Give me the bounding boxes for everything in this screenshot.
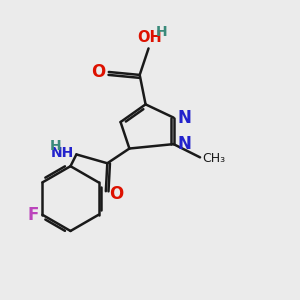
Text: N: N [177,135,191,153]
Text: N: N [177,109,191,127]
Text: O: O [109,185,123,203]
Text: CH₃: CH₃ [202,152,226,165]
Text: H: H [50,139,62,153]
Text: H: H [156,25,168,39]
Text: NH: NH [51,146,74,160]
Text: F: F [28,206,39,224]
Text: O: O [92,63,106,81]
Text: OH: OH [138,30,162,45]
